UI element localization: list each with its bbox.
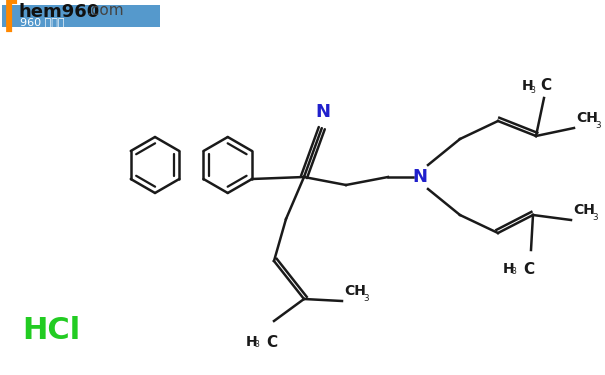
- Text: CH: CH: [573, 203, 595, 217]
- Text: $_3$: $_3$: [363, 291, 370, 304]
- Text: $_3$: $_3$: [511, 266, 517, 278]
- Text: ⌈: ⌈: [3, 0, 19, 34]
- Text: H: H: [522, 79, 534, 93]
- Text: $_3$: $_3$: [592, 210, 599, 223]
- Text: $_3$: $_3$: [254, 339, 260, 351]
- Text: H: H: [246, 335, 258, 349]
- Text: HCl: HCl: [22, 316, 80, 345]
- Text: H: H: [503, 262, 515, 276]
- Text: C: C: [266, 335, 277, 350]
- Text: N: N: [413, 168, 428, 186]
- Text: hem960: hem960: [18, 3, 99, 21]
- Text: CH: CH: [576, 111, 598, 125]
- Text: $_3$: $_3$: [595, 118, 602, 131]
- Text: .com: .com: [86, 3, 123, 18]
- Text: C: C: [523, 262, 534, 277]
- FancyBboxPatch shape: [2, 5, 160, 27]
- Text: CH: CH: [344, 284, 366, 298]
- Text: C: C: [540, 78, 551, 93]
- Text: 960 化工网: 960 化工网: [20, 17, 65, 27]
- Text: $_3$: $_3$: [530, 85, 537, 97]
- Text: N: N: [315, 103, 330, 121]
